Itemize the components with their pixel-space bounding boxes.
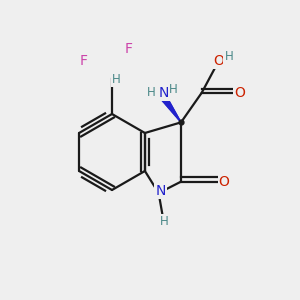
Text: N: N: [158, 86, 169, 100]
Text: H: H: [160, 215, 169, 228]
Polygon shape: [168, 105, 172, 109]
Polygon shape: [159, 93, 165, 98]
Polygon shape: [164, 100, 169, 104]
Polygon shape: [178, 118, 179, 120]
Polygon shape: [170, 107, 173, 110]
Polygon shape: [158, 92, 165, 97]
Polygon shape: [174, 113, 176, 116]
Polygon shape: [169, 106, 172, 109]
Polygon shape: [171, 110, 174, 112]
Text: F: F: [125, 42, 133, 56]
Polygon shape: [160, 94, 166, 99]
Polygon shape: [161, 95, 167, 100]
Text: O: O: [235, 86, 245, 100]
Text: F: F: [80, 54, 88, 68]
Polygon shape: [177, 117, 179, 119]
Text: N: N: [155, 184, 166, 198]
Polygon shape: [172, 110, 175, 113]
Polygon shape: [173, 112, 176, 115]
Polygon shape: [164, 99, 169, 103]
Text: H: H: [147, 86, 156, 99]
Text: H: H: [112, 74, 120, 86]
Polygon shape: [166, 102, 170, 106]
Polygon shape: [167, 104, 172, 108]
Polygon shape: [173, 111, 175, 114]
Polygon shape: [179, 120, 181, 122]
Polygon shape: [176, 116, 178, 117]
Polygon shape: [176, 116, 178, 118]
Polygon shape: [165, 101, 170, 105]
Text: H: H: [224, 50, 233, 63]
Text: H: H: [169, 83, 178, 96]
Polygon shape: [162, 97, 168, 102]
Polygon shape: [175, 114, 177, 116]
Polygon shape: [163, 98, 168, 102]
Text: O: O: [219, 175, 230, 189]
Polygon shape: [167, 103, 171, 107]
Polygon shape: [170, 108, 174, 111]
Text: O: O: [214, 54, 224, 68]
Polygon shape: [161, 96, 167, 101]
Polygon shape: [179, 119, 180, 121]
